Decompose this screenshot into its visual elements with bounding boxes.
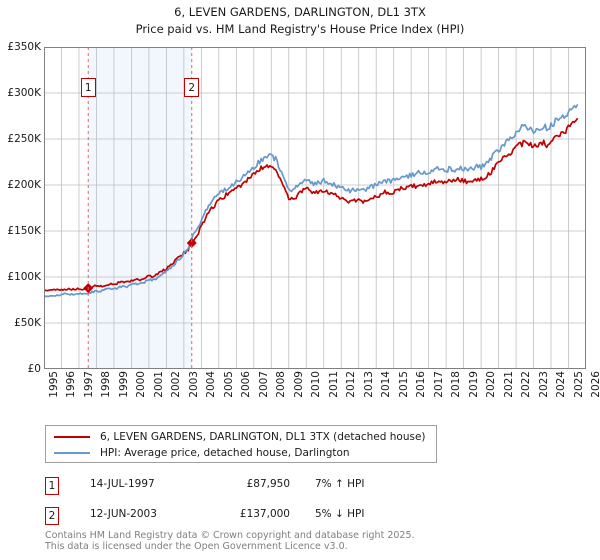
plot-border xyxy=(44,47,586,369)
x-axis-tick-label: 2026 xyxy=(590,371,600,398)
y-axis-tick-label: £200K xyxy=(7,179,41,191)
footer-line-licence: This data is licensed under the Open Gov… xyxy=(45,541,348,552)
x-axis-tick-label: 1995 xyxy=(48,371,60,398)
x-axis-tick-label: 2000 xyxy=(135,371,148,398)
sale-row: 1 14-JUL-1997 £87,950 7% ↑ HPI xyxy=(45,477,465,499)
x-axis-tick-label: 2002 xyxy=(170,371,183,398)
x-axis-tick-label: 2022 xyxy=(520,371,533,398)
x-axis-tick-label: 2004 xyxy=(205,371,218,398)
x-axis-tick-label: 2013 xyxy=(362,371,375,398)
y-axis-tick-label: £250K xyxy=(7,133,41,145)
footer-line-copyright: Contains HM Land Registry data © Crown c… xyxy=(45,530,415,541)
sale-date: 12-JUN-2003 xyxy=(90,508,157,520)
x-axis-tick-label: 1996 xyxy=(65,371,78,398)
sale-price: £87,950 xyxy=(246,478,290,490)
legend-label-property: 6, LEVEN GARDENS, DARLINGTON, DL1 3TX (d… xyxy=(100,431,426,443)
x-axis-tick-label: 2021 xyxy=(502,371,515,398)
series-line xyxy=(44,117,579,292)
x-axis-tick-label: 2005 xyxy=(222,371,235,398)
legend-label-hpi: HPI: Average price, detached house, Darl… xyxy=(100,447,350,459)
sale-marker-point xyxy=(186,237,197,248)
y-axis-tick-label: £50K xyxy=(14,317,41,329)
x-axis-tick-label: 2007 xyxy=(257,371,270,398)
sale-price: £137,000 xyxy=(239,508,290,520)
x-axis-labels: 1995 1996 1997 1998 1999 2000 2001 2002 2003 2004… xyxy=(0,369,600,421)
x-axis-tick-label: 2008 xyxy=(275,371,288,398)
x-axis-tick-label: 2015 xyxy=(397,371,410,398)
x-axis-tick-label: 2001 xyxy=(152,371,165,398)
x-axis-tick-label: 2006 xyxy=(240,371,253,398)
x-axis-tick-label: 2003 xyxy=(187,371,200,398)
sale-hpi-delta: 5% ↓ HPI xyxy=(315,508,365,520)
chart-subtitle: Price paid vs. HM Land Registry's House … xyxy=(135,22,465,36)
x-axis-tick-label: 2019 xyxy=(467,371,480,398)
y-axis-tick-label: £100K xyxy=(7,271,41,283)
y-axis-tick-label: £0 xyxy=(27,363,41,375)
legend-item-hpi: HPI: Average price, detached house, Darl… xyxy=(46,445,436,461)
legend-swatch-property xyxy=(54,436,90,438)
x-axis-tick-label: 2010 xyxy=(310,371,323,398)
x-axis-tick-label: 2025 xyxy=(572,371,585,398)
footer-attribution: Contains HM Land Registry data © Crown c… xyxy=(45,530,565,552)
sale-marker-flag: 1 xyxy=(80,78,96,97)
sale-hpi-delta: 7% ↑ HPI xyxy=(315,478,365,490)
x-axis-tick-label: 1997 xyxy=(82,371,95,398)
series-line xyxy=(44,104,579,298)
x-axis-tick-label: 2020 xyxy=(485,371,498,398)
y-axis-tick-label: £300K xyxy=(7,87,41,99)
shaded-ownership-span xyxy=(88,47,192,369)
x-axis-tick-label: 2011 xyxy=(327,371,340,398)
y-axis-tick-label: £150K xyxy=(7,225,41,237)
x-axis-tick-label: 2017 xyxy=(432,371,445,398)
legend-swatch-hpi xyxy=(54,452,90,454)
x-axis-tick-label: 2009 xyxy=(292,371,305,398)
sale-marker-flag: 2 xyxy=(184,78,200,97)
x-axis-tick-label: 2014 xyxy=(380,371,393,398)
sale-marker-number: 2 xyxy=(45,507,59,525)
x-axis-tick-label: 1998 xyxy=(100,371,113,398)
legend-item-property: 6, LEVEN GARDENS, DARLINGTON, DL1 3TX (d… xyxy=(46,429,436,445)
x-axis-tick-label: 2018 xyxy=(450,371,463,398)
y-axis-tick-label: £350K xyxy=(7,41,41,53)
x-axis-tick-label: 2016 xyxy=(415,371,428,398)
x-axis-tick-label: 2023 xyxy=(537,371,550,398)
sale-row: 2 12-JUN-2003 £137,000 5% ↓ HPI xyxy=(45,507,465,529)
x-axis-tick-label: 2024 xyxy=(555,371,568,398)
sale-marker-number: 1 xyxy=(45,477,59,495)
y-axis-labels: £0 £50K £100K £150K £200K £250K £300K £350K xyxy=(0,41,41,375)
x-axis-tick-label: 1999 xyxy=(117,371,130,398)
x-axis-tick-label: 2012 xyxy=(345,371,358,398)
page-title: 6, LEVEN GARDENS, DARLINGTON, DL1 3TX Pr… xyxy=(0,0,600,38)
price-history-line-chart xyxy=(44,47,586,369)
chart-title: 6, LEVEN GARDENS, DARLINGTON, DL1 3TX xyxy=(174,5,426,19)
sale-date: 14-JUL-1997 xyxy=(90,478,155,490)
chart-legend: 6, LEVEN GARDENS, DARLINGTON, DL1 3TX (d… xyxy=(45,425,437,463)
